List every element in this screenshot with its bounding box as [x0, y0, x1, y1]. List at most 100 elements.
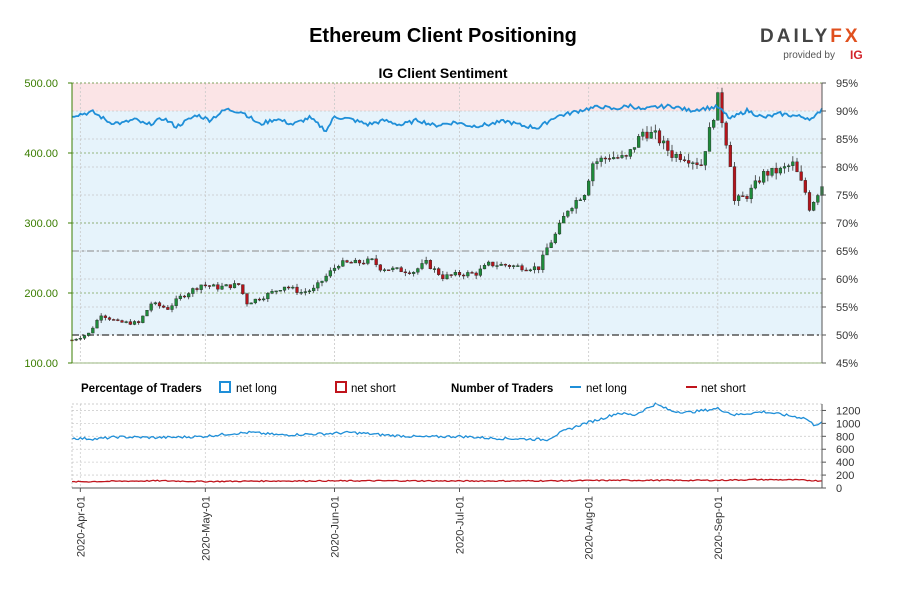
- date-tick-label: 2020-Jun-01: [330, 496, 342, 558]
- chart-subtitle: IG Client Sentiment: [378, 65, 507, 81]
- candle-body: [803, 180, 807, 193]
- candle-body: [216, 284, 220, 290]
- candle-body: [432, 268, 437, 270]
- candle: [312, 284, 316, 293]
- candle: [574, 197, 578, 214]
- candle: [170, 303, 174, 313]
- candle-body: [407, 272, 412, 274]
- candle: [491, 261, 495, 268]
- candle: [116, 318, 120, 322]
- candle: [770, 167, 774, 178]
- candle: [557, 219, 562, 235]
- candle-body: [620, 155, 624, 158]
- candle: [457, 270, 462, 278]
- candle-body: [370, 258, 374, 261]
- candle: [803, 177, 807, 195]
- legend-net-short-count-label: net short: [701, 383, 747, 395]
- candle: [582, 194, 587, 202]
- candle-body: [341, 260, 345, 267]
- candle-body: [391, 267, 395, 271]
- candle: [174, 295, 178, 309]
- candle-body: [632, 147, 637, 150]
- candle: [299, 289, 303, 295]
- candle-body: [795, 161, 799, 173]
- reference-lines: [72, 250, 822, 336]
- pct-tick-label: 55%: [836, 302, 858, 314]
- candle-body: [395, 267, 399, 269]
- logo-ig: IG: [850, 48, 863, 62]
- net-long-percentage-line: [71, 102, 823, 133]
- price-tick-label: 400.00: [24, 148, 58, 160]
- candle-body: [178, 295, 182, 299]
- legend-net-short-label: net short: [351, 383, 397, 395]
- candle-body: [503, 263, 507, 266]
- candle-body: [753, 180, 757, 189]
- legend-net-long-count-label: net long: [586, 383, 627, 395]
- candle-body: [728, 145, 732, 167]
- candle-body: [745, 196, 749, 199]
- candle: [670, 144, 674, 162]
- candle-body: [495, 265, 499, 267]
- candle: [295, 283, 299, 295]
- candle: [341, 257, 345, 267]
- dailyfx-logo: DAILYFX provided by IG: [760, 26, 863, 62]
- candle: [345, 259, 349, 264]
- candle-body: [574, 200, 578, 209]
- candle: [462, 273, 466, 280]
- candle-body: [262, 298, 266, 301]
- candle: [612, 151, 616, 160]
- candle-body: [82, 335, 87, 339]
- candle: [128, 319, 132, 326]
- candle: [253, 298, 257, 305]
- candle-body: [307, 290, 312, 293]
- candle: [712, 118, 716, 130]
- candle-body: [782, 166, 787, 169]
- candle: [687, 153, 691, 168]
- candle-body: [324, 275, 328, 282]
- candle-body: [470, 272, 474, 274]
- candle-body: [349, 261, 353, 264]
- candle-body: [557, 222, 562, 235]
- candle: [549, 239, 553, 249]
- candle: [220, 282, 224, 290]
- traders-tick-label: 800: [836, 431, 854, 443]
- candle-body: [607, 158, 612, 160]
- candle-body: [199, 284, 203, 290]
- candle-body: [791, 161, 795, 166]
- candle-body: [545, 247, 549, 256]
- pct-tick-label: 80%: [836, 162, 858, 174]
- candle: [395, 267, 399, 270]
- candle: [528, 268, 532, 272]
- candle-body: [678, 154, 682, 160]
- pct-tick-label: 60%: [836, 274, 858, 286]
- pct-tick-label: 95%: [836, 78, 858, 90]
- candle-body: [441, 274, 445, 279]
- price-tick-label: 100.00: [24, 358, 58, 370]
- candle-body: [207, 285, 212, 287]
- candle-body: [528, 269, 532, 272]
- candle: [95, 318, 99, 329]
- candle: [653, 124, 657, 140]
- candle: [607, 154, 612, 162]
- candle: [470, 270, 474, 274]
- candle: [524, 267, 528, 272]
- candle-body: [299, 292, 303, 294]
- candle: [432, 266, 437, 273]
- candle-body: [595, 161, 599, 164]
- candle: [270, 288, 274, 295]
- candle-body: [249, 302, 253, 305]
- candle: [203, 281, 207, 288]
- candle-body: [137, 321, 141, 323]
- pct-tick-label: 75%: [836, 190, 858, 202]
- candle-body: [437, 268, 441, 275]
- candle: [145, 309, 149, 317]
- date-axis: 2020-Apr-01 2020-May-01 2020-Jun-01 2020-Ju…: [72, 487, 822, 561]
- candle-body: [699, 164, 703, 166]
- candle-body: [245, 293, 249, 305]
- traders-tick-label: 0: [836, 483, 842, 495]
- price-tick-label: 500.00: [24, 78, 58, 90]
- candle-body: [657, 130, 662, 144]
- candle: [416, 267, 420, 275]
- candle: [553, 232, 557, 245]
